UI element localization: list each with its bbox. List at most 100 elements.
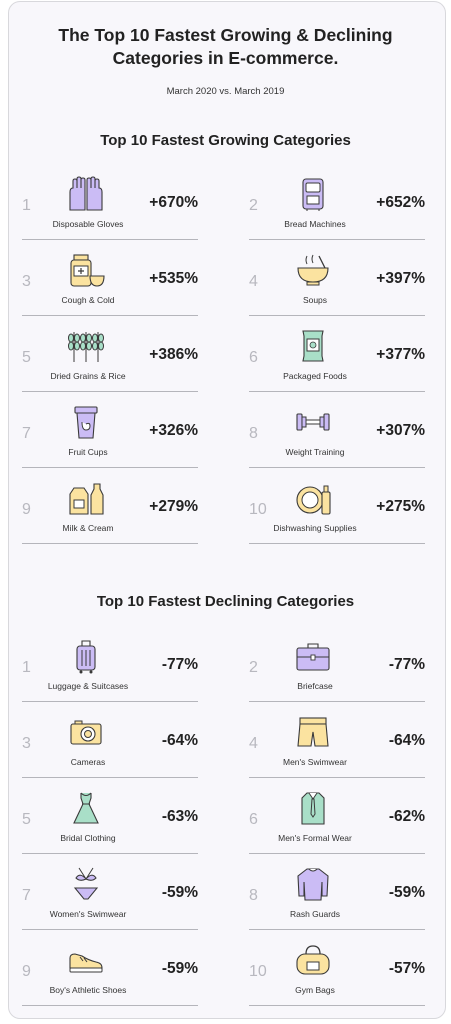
divider [22,777,198,778]
rank-number: 7 [22,425,31,442]
declining-item: 6 Men's Formal Wear -62% [249,788,425,858]
percent-change: +386% [149,346,198,363]
percent-change: -62% [388,808,425,825]
category-label: Rash Guards [289,909,341,919]
rank-number: 2 [249,197,258,214]
divider [22,543,198,544]
rank-number: 8 [249,887,258,904]
category-label: Packaged Foods [283,371,347,381]
rank-number: 9 [22,963,31,980]
percent-change: -63% [161,808,198,825]
category-label: Bridal Clothing [60,833,116,843]
growing-item: 10 Dishwashing Supplies +275% [249,478,425,548]
divider [22,467,198,468]
page-title: The Top 10 Fastest Growing & Declining C… [0,24,451,70]
rank-number: 1 [22,197,31,214]
divider [249,929,425,930]
growing-item: 3 Cough & Cold +535% [22,250,198,320]
divider [22,391,198,392]
category-label: Dishwashing Supplies [273,523,357,533]
rank-number: 6 [249,811,258,828]
divider [22,315,198,316]
growing-item: 9 Milk & Cream +279% [22,478,198,548]
divider [249,543,425,544]
divider [249,1005,425,1006]
rank-number: 5 [22,349,31,366]
divider [22,853,198,854]
declining-section-title: Top 10 Fastest Declining Categories [96,593,355,610]
category-label: Men's Formal Wear [278,833,352,843]
percent-change: -59% [161,884,198,901]
packaged-food-icon [285,328,341,364]
divider [22,701,198,702]
category-label: Milk & Cream [62,523,114,533]
rank-number: 7 [22,887,31,904]
category-label: Fruit Cups [68,447,108,457]
category-label: Dried Grains & Rice [50,371,126,381]
soup-bowl-icon [285,252,341,288]
briefcase-icon [285,638,341,674]
rank-number: 3 [22,273,31,290]
rank-number: 2 [249,659,258,676]
divider [249,239,425,240]
percent-change: +377% [376,346,425,363]
declining-item: 10 Gym Bags -57% [249,940,425,1010]
declining-item: 5 Bridal Clothing -63% [22,788,198,858]
divider [249,467,425,468]
rank-number: 10 [249,501,267,518]
rash-guard-icon [285,866,341,902]
rank-number: 4 [249,735,258,752]
percent-change: -64% [388,732,425,749]
divider [249,315,425,316]
percent-change: +326% [149,422,198,439]
divider [22,239,198,240]
divider [249,777,425,778]
declining-item: 1 Luggage & Suitcases -77% [22,636,198,706]
percent-change: -77% [161,656,198,673]
divider [22,929,198,930]
growing-item: 4 Soups +397% [249,250,425,320]
growing-item: 5 Dried Grains & Rice +386% [22,326,198,396]
divider [249,853,425,854]
rank-number: 5 [22,811,31,828]
dress-icon [58,790,114,826]
percent-change: +279% [149,498,198,515]
category-label: Cough & Cold [61,295,115,305]
dish-soap-icon [285,480,341,516]
percent-change: -59% [388,884,425,901]
category-label: Soups [302,295,328,305]
category-label: Luggage & Suitcases [47,681,129,691]
divider [249,701,425,702]
category-label: Disposable Gloves [52,219,124,229]
luggage-icon [58,638,114,674]
percent-change: +652% [376,194,425,211]
fruit-cup-icon [58,404,114,440]
growing-item: 7 Fruit Cups +326% [22,402,198,472]
category-label: Cameras [70,757,106,767]
rank-number: 3 [22,735,31,752]
grain-icon [58,328,114,364]
percent-change: -64% [161,732,198,749]
declining-item: 8 Rash Guards -59% [249,864,425,934]
title-line-2: Categories in E-commerce. [112,48,339,68]
rank-number: 6 [249,349,258,366]
category-label: Weight Training [285,447,345,457]
percent-change: +275% [376,498,425,515]
growing-item: 1 Disposable Gloves +670% [22,174,198,244]
category-label: Briefcase [297,681,333,691]
category-label: Men's Swimwear [283,757,347,767]
category-label: Women's Swimwear [49,909,127,919]
rank-number: 4 [249,273,258,290]
gym-bag-icon [285,942,341,978]
percent-change: +670% [149,194,198,211]
dumbbell-icon [285,404,341,440]
rank-number: 9 [22,501,31,518]
growing-item: 8 Weight Training +307% [249,402,425,472]
category-label: Bread Machines [284,219,346,229]
growing-item: 6 Packaged Foods +377% [249,326,425,396]
shoe-icon [58,942,114,978]
bikini-icon [58,866,114,902]
medicine-icon [58,252,114,288]
divider [249,391,425,392]
declining-item: 4 Men's Swimwear -64% [249,712,425,782]
